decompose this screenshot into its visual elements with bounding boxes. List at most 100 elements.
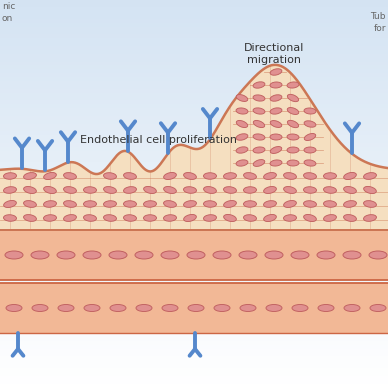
Ellipse shape bbox=[184, 187, 196, 193]
Ellipse shape bbox=[304, 160, 316, 166]
Ellipse shape bbox=[244, 215, 256, 221]
Ellipse shape bbox=[244, 187, 256, 193]
Bar bbox=[0, 135, 388, 140]
Ellipse shape bbox=[364, 201, 376, 207]
Ellipse shape bbox=[204, 187, 217, 194]
Ellipse shape bbox=[263, 187, 276, 194]
Ellipse shape bbox=[24, 173, 36, 179]
Bar bbox=[0, 174, 388, 178]
Ellipse shape bbox=[324, 173, 336, 179]
Ellipse shape bbox=[136, 305, 152, 312]
Ellipse shape bbox=[214, 305, 230, 312]
Ellipse shape bbox=[236, 108, 248, 114]
Bar bbox=[0, 380, 388, 384]
Ellipse shape bbox=[44, 187, 56, 194]
Bar bbox=[0, 221, 388, 225]
Ellipse shape bbox=[236, 95, 248, 101]
Ellipse shape bbox=[144, 201, 156, 207]
Bar bbox=[0, 128, 388, 132]
Ellipse shape bbox=[43, 201, 57, 207]
Ellipse shape bbox=[284, 215, 296, 221]
Bar bbox=[0, 314, 388, 318]
Bar bbox=[0, 139, 388, 144]
Bar bbox=[0, 236, 388, 241]
Bar bbox=[0, 213, 388, 217]
Bar bbox=[0, 341, 388, 345]
Ellipse shape bbox=[344, 172, 356, 180]
Bar bbox=[0, 291, 388, 295]
Ellipse shape bbox=[109, 251, 127, 259]
Ellipse shape bbox=[164, 201, 177, 208]
Bar bbox=[0, 333, 388, 338]
Ellipse shape bbox=[58, 305, 74, 312]
Ellipse shape bbox=[188, 305, 204, 312]
Bar bbox=[0, 360, 388, 365]
Ellipse shape bbox=[83, 251, 101, 259]
Bar bbox=[0, 108, 388, 113]
Ellipse shape bbox=[161, 251, 179, 259]
Text: nic: nic bbox=[2, 2, 16, 11]
Bar bbox=[0, 225, 388, 229]
Bar bbox=[0, 248, 388, 252]
Bar bbox=[0, 205, 388, 210]
Bar bbox=[0, 271, 388, 275]
Ellipse shape bbox=[32, 305, 48, 312]
Bar bbox=[0, 302, 388, 307]
Bar bbox=[0, 349, 388, 353]
Ellipse shape bbox=[64, 215, 76, 222]
Bar bbox=[0, 143, 388, 147]
Ellipse shape bbox=[164, 173, 177, 180]
Ellipse shape bbox=[364, 173, 376, 179]
Ellipse shape bbox=[83, 187, 97, 193]
Bar bbox=[0, 35, 388, 39]
Ellipse shape bbox=[162, 305, 178, 312]
Ellipse shape bbox=[123, 173, 137, 179]
Bar bbox=[0, 318, 388, 322]
Ellipse shape bbox=[236, 120, 248, 128]
Ellipse shape bbox=[303, 173, 317, 179]
Ellipse shape bbox=[270, 160, 282, 166]
Ellipse shape bbox=[83, 201, 97, 207]
Ellipse shape bbox=[270, 69, 282, 75]
Ellipse shape bbox=[57, 251, 75, 259]
Ellipse shape bbox=[344, 215, 357, 222]
Ellipse shape bbox=[240, 305, 256, 312]
Ellipse shape bbox=[239, 251, 257, 259]
Text: Tub: Tub bbox=[371, 12, 386, 21]
Bar bbox=[0, 58, 388, 62]
Bar bbox=[0, 240, 388, 244]
Bar bbox=[0, 0, 388, 4]
Bar bbox=[0, 151, 388, 155]
Bar bbox=[0, 166, 388, 171]
Ellipse shape bbox=[244, 201, 256, 207]
Ellipse shape bbox=[284, 201, 296, 208]
Ellipse shape bbox=[265, 251, 283, 259]
Ellipse shape bbox=[270, 134, 282, 140]
Ellipse shape bbox=[284, 187, 296, 194]
Ellipse shape bbox=[304, 215, 316, 222]
Bar bbox=[0, 326, 388, 330]
Text: Directional: Directional bbox=[244, 43, 304, 53]
Ellipse shape bbox=[135, 251, 153, 259]
Bar bbox=[0, 279, 388, 283]
Ellipse shape bbox=[5, 251, 23, 259]
Ellipse shape bbox=[164, 187, 177, 194]
Bar bbox=[0, 100, 388, 105]
Bar bbox=[0, 38, 388, 43]
Ellipse shape bbox=[270, 82, 282, 88]
Ellipse shape bbox=[343, 251, 361, 259]
Bar bbox=[0, 62, 388, 66]
Bar bbox=[0, 287, 388, 291]
Bar bbox=[0, 50, 388, 54]
Ellipse shape bbox=[213, 251, 231, 259]
Bar bbox=[0, 116, 388, 120]
Bar bbox=[0, 384, 388, 388]
Ellipse shape bbox=[236, 147, 248, 153]
Ellipse shape bbox=[253, 147, 265, 153]
Ellipse shape bbox=[304, 121, 316, 127]
Bar bbox=[0, 97, 388, 101]
Bar bbox=[0, 27, 388, 31]
Bar bbox=[0, 368, 388, 372]
Ellipse shape bbox=[303, 187, 317, 193]
Ellipse shape bbox=[364, 187, 376, 194]
